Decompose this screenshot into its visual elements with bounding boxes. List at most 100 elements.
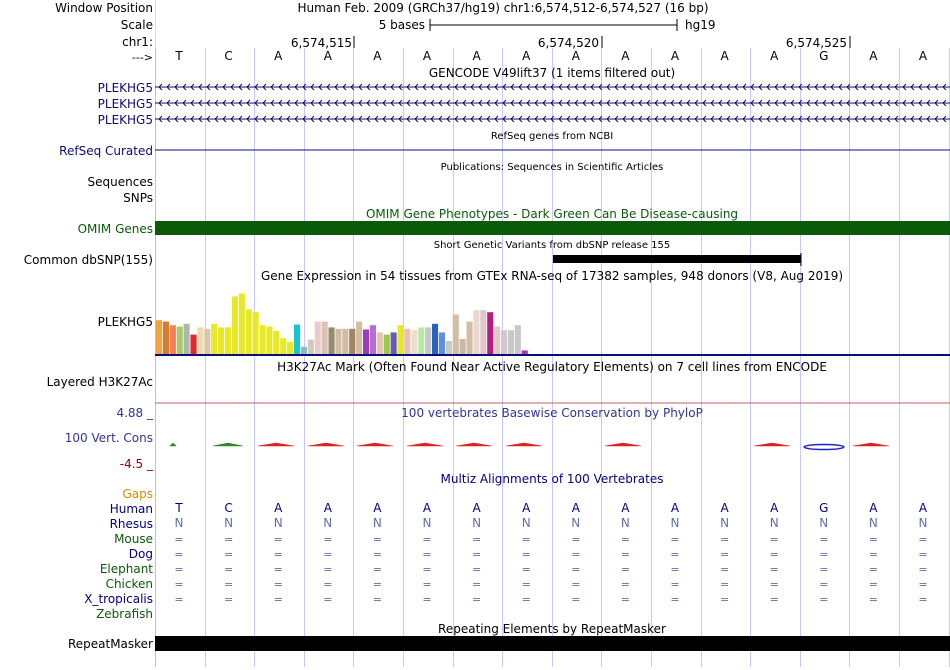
gtex-tissue-bar[interactable] — [314, 321, 321, 354]
gtex-tissue-bar[interactable] — [425, 327, 432, 354]
alignment-match: = — [770, 593, 779, 606]
alignment-match: = — [373, 548, 382, 561]
publications-title: Publications: Sequences in Scientific Ar… — [441, 162, 664, 173]
refseq-title: RefSeq genes from NCBI — [491, 131, 613, 142]
human-base: A — [720, 501, 729, 515]
gtex-tissue-bar[interactable] — [466, 321, 473, 354]
coord-tick-label-1: 6,574,515 — [291, 36, 352, 50]
gtex-tissue-bar[interactable] — [383, 334, 390, 354]
gtex-tissue-bar[interactable] — [501, 330, 508, 354]
gtex-tissue-bar[interactable] — [197, 327, 204, 354]
sequence-base: A — [572, 49, 581, 63]
repeatmasker-feature[interactable] — [155, 636, 950, 651]
track-area[interactable]: Human Feb. 2009 (GRCh37/hg19) chr1:6,574… — [154, 0, 950, 667]
gtex-tissue-bar[interactable] — [404, 328, 411, 354]
gtex-tissue-bar[interactable] — [238, 293, 245, 355]
gencode-label-3[interactable]: PLEKHG5 — [97, 113, 153, 127]
gtex-tissue-bar[interactable] — [418, 327, 425, 354]
species-rhesus: Rhesus — [109, 517, 153, 531]
gtex-tissue-bar[interactable] — [176, 326, 183, 354]
gtex-tissue-bar[interactable] — [300, 346, 307, 354]
gtex-tissue-bar[interactable] — [459, 338, 466, 354]
gtex-tissue-bar[interactable] — [363, 329, 370, 355]
gencode-transcripts[interactable] — [155, 83, 950, 123]
gtex-tissue-bar[interactable] — [521, 350, 528, 354]
gtex-tissue-bar[interactable] — [294, 324, 301, 355]
gtex-tissue-bar[interactable] — [487, 312, 494, 354]
alignment-match: = — [522, 593, 531, 606]
gtex-tissue-bar[interactable] — [307, 339, 314, 354]
gtex-tissue-bar[interactable] — [397, 325, 404, 354]
multiz-alignment[interactable]: TN=====CN=====AN=====AN=====AN=====AN===… — [174, 501, 928, 606]
alignment-match: = — [373, 563, 382, 576]
gtex-tissue-bar[interactable] — [162, 321, 169, 354]
human-base: A — [423, 501, 432, 515]
alignment-match: = — [323, 578, 332, 591]
dbsnp-label[interactable]: Common dbSNP(155) — [23, 253, 153, 267]
gtex-tissue-bar[interactable] — [211, 323, 218, 354]
alignment-match: = — [819, 533, 828, 546]
gtex-tissue-bar[interactable] — [225, 327, 232, 354]
gtex-tissue-bar[interactable] — [204, 328, 211, 354]
gtex-tissue-bar[interactable] — [376, 332, 383, 354]
alignment-match: = — [323, 563, 332, 576]
gtex-tissue-bar[interactable] — [266, 326, 273, 354]
gtex-tissue-bar[interactable] — [259, 325, 266, 354]
gtex-tissue-bar[interactable] — [507, 330, 514, 354]
h3k27ac-label[interactable]: Layered H3K27Ac — [46, 375, 153, 389]
species-chicken: Chicken — [105, 577, 153, 591]
gtex-tissue-bar[interactable] — [411, 330, 418, 354]
gtex-tissue-bar[interactable] — [494, 326, 501, 354]
gencode-label-1[interactable]: PLEKHG5 — [97, 81, 153, 95]
scale-label: Scale — [120, 18, 153, 32]
alignment-match: = — [472, 593, 481, 606]
gtex-tissue-bar[interactable] — [273, 331, 280, 354]
gtex-tissue-bar[interactable] — [245, 309, 252, 354]
gtex-bars[interactable] — [156, 293, 528, 355]
gtex-tissue-bar[interactable] — [321, 321, 328, 354]
gtex-tissue-bar[interactable] — [356, 321, 363, 354]
gtex-tissue-bar[interactable] — [480, 310, 487, 354]
gtex-tissue-bar[interactable] — [438, 332, 445, 354]
gtex-tissue-bar[interactable] — [390, 332, 397, 354]
scale-assembly: hg19 — [685, 18, 716, 32]
gtex-tissue-bar[interactable] — [342, 328, 349, 354]
snps-label[interactable]: SNPs — [123, 191, 153, 205]
species-mouse: Mouse — [114, 532, 153, 546]
gtex-tissue-bar[interactable] — [445, 341, 452, 354]
gtex-tissue-bar[interactable] — [514, 325, 521, 354]
gtex-tissue-bar[interactable] — [432, 323, 439, 354]
repeatmasker-label[interactable]: RepeatMasker — [67, 637, 153, 651]
sequence-base: T — [174, 49, 183, 63]
publications-label[interactable]: Sequences — [87, 175, 153, 189]
sequence-base: A — [324, 49, 333, 63]
gtex-tissue-bar[interactable] — [452, 314, 459, 354]
gtex-tissue-bar[interactable] — [190, 334, 197, 354]
gtex-tissue-bar[interactable] — [231, 296, 238, 354]
gtex-tissue-bar[interactable] — [473, 310, 480, 354]
gtex-tissue-bar[interactable] — [252, 312, 259, 354]
gtex-tissue-bar[interactable] — [328, 327, 335, 354]
omim-label[interactable]: OMIM Genes — [77, 222, 153, 236]
gaps-label: Gaps — [122, 487, 153, 501]
phylop-label[interactable]: 100 Vert. Cons — [64, 431, 153, 445]
phylop-signal[interactable] — [169, 442, 890, 451]
omim-feature[interactable] — [155, 221, 950, 235]
gtex-label[interactable]: PLEKHG5 — [97, 315, 153, 329]
gtex-tissue-bar[interactable] — [349, 328, 356, 354]
gtex-tissue-bar[interactable] — [369, 325, 376, 354]
strand-label: ---> — [131, 51, 153, 64]
gtex-tissue-bar[interactable] — [183, 323, 190, 354]
gtex-tissue-bar[interactable] — [156, 320, 163, 354]
gtex-tissue-bar[interactable] — [335, 328, 342, 354]
rhesus-base: N — [720, 516, 729, 530]
refseq-label[interactable]: RefSeq Curated — [59, 144, 153, 158]
gtex-tissue-bar[interactable] — [280, 338, 287, 354]
dbsnp-variant[interactable] — [553, 255, 801, 263]
gencode-label-2[interactable]: PLEKHG5 — [97, 97, 153, 111]
gtex-tissue-bar[interactable] — [287, 341, 294, 354]
gtex-tissue-bar[interactable] — [169, 325, 176, 354]
gtex-tissue-bar[interactable] — [218, 327, 225, 354]
